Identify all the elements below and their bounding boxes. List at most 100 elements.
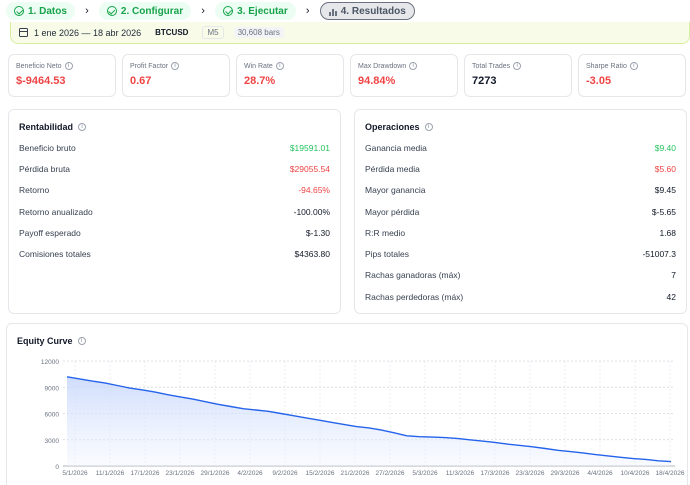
date-range: 1 ene 2026 — 18 abr 2026 — [34, 27, 142, 38]
stat-row: Pérdida media $5.60 — [365, 163, 676, 175]
stat-row: Rachas ganadoras (máx) 7 — [365, 269, 676, 281]
stat-row: Payoff esperado $-1.30 — [19, 227, 330, 239]
metric-label: Max Drawdown — [358, 62, 407, 70]
check-circle-icon — [223, 6, 234, 16]
metric-card-sharpe-ratio: Sharpe Ratio i -3.05 — [578, 54, 686, 97]
stat-label: Ganancia media — [365, 143, 427, 153]
stat-label: Beneficio bruto — [19, 143, 76, 153]
stat-value: 42 — [666, 292, 676, 302]
y-tick-label: 0 — [55, 464, 59, 471]
stat-row: Comisiones totales $4363.80 — [19, 248, 330, 260]
metric-value: 94.84% — [358, 75, 396, 87]
stat-row: Retorno anualizado -100.00% — [19, 206, 330, 218]
x-tick-label: 11/1/2026 — [96, 470, 125, 477]
x-tick-label: 18/4/2026 — [656, 470, 685, 477]
step-ejecutar[interactable]: 3. Ejecutar — [215, 2, 296, 20]
metric-value: 7273 — [472, 75, 497, 87]
panel-title: Operaciones — [365, 122, 420, 132]
info-icon[interactable]: i — [409, 62, 418, 70]
metric-card-max-drawdown: Max Drawdown i 94.84% — [350, 54, 458, 97]
metric-value: 0.67 — [130, 75, 152, 87]
x-tick-label: 4/4/2026 — [587, 470, 613, 477]
x-tick-label: 29/3/2026 — [551, 470, 580, 477]
y-tick-label: 12000 — [41, 359, 59, 366]
stat-label: Mayor pérdida — [365, 207, 420, 217]
x-tick-label: 21/2/2026 — [341, 470, 370, 477]
chevron-right-icon: › — [201, 5, 205, 17]
x-tick-label: 5/3/2026 — [412, 470, 438, 477]
stat-row: Ganancia media $9.40 — [365, 142, 676, 154]
stat-label: Mayor ganancia — [365, 185, 426, 195]
info-icon[interactable]: i — [513, 62, 522, 70]
stat-row: Pips totales -51007.3 — [365, 248, 676, 260]
metric-label: Total Trades — [472, 62, 511, 70]
metric-label: Beneficio Neto — [16, 62, 62, 70]
stat-value: $-5.65 — [651, 207, 676, 217]
metric-value: $-9464.53 — [16, 75, 66, 87]
timeframe-badge: M5 — [202, 26, 224, 39]
chevron-right-icon: › — [305, 5, 310, 17]
step-label: 4. Resultados — [340, 5, 406, 17]
x-tick-label: 11/3/2026 — [446, 470, 475, 477]
equity-line — [66, 376, 672, 463]
step-label: 2. Configurar — [120, 5, 184, 17]
metric-value: 28.7% — [244, 75, 276, 87]
stat-value: 1.68 — [659, 228, 676, 238]
chevron-right-icon: › — [85, 5, 89, 17]
wizard-stepper: 1. Datos › 2. Configurar › 3. Ejecutar ›… — [6, 2, 415, 20]
metric-label: Profit Factor — [130, 62, 169, 70]
info-icon[interactable]: i — [64, 62, 73, 70]
stat-label: R:R medio — [365, 228, 406, 238]
stat-value: $9.45 — [654, 185, 676, 195]
metric-label: Win Rate — [244, 62, 273, 70]
stat-value: $5.60 — [654, 164, 676, 174]
equity-curve-chart: 0 3000 6000 9000 12000 5/1/2026 11/1/2026 17/1/… — [41, 359, 685, 477]
stat-label: Retorno — [19, 185, 50, 195]
step-datos[interactable]: 1. Datos — [6, 2, 75, 20]
backtest-info-banner: 1 ene 2026 — 18 abr 2026 BTCUSD M5 30,60… — [10, 22, 690, 44]
info-icon[interactable]: i — [77, 337, 86, 345]
check-circle-icon — [14, 6, 24, 16]
stat-row: Mayor pérdida $-5.65 — [365, 206, 676, 218]
panel-title: Rentabilidad — [19, 122, 74, 132]
stat-row: Rachas perdedoras (máx) 42 — [365, 291, 676, 303]
rentabilidad-panel: Rentabilidad i Beneficio bruto $19591.01 P… — [8, 109, 341, 314]
step-resultados[interactable]: 4. Resultados — [319, 2, 415, 20]
info-icon[interactable]: i — [78, 123, 87, 131]
stat-value: -100.00% — [293, 207, 330, 217]
stat-label: Rachas ganadoras (máx) — [365, 270, 461, 280]
stat-value: 7 — [671, 270, 676, 280]
x-tick-label: 29/1/2026 — [201, 470, 230, 477]
symbol-badge: BTCUSD — [155, 28, 189, 37]
x-tick-label: 5/1/2026 — [62, 470, 88, 477]
x-tick-label: 17/3/2026 — [481, 470, 510, 477]
stat-row: R:R medio 1.68 — [365, 227, 676, 239]
stat-value: $9.40 — [654, 143, 676, 153]
info-icon[interactable]: i — [275, 62, 284, 70]
info-icon[interactable]: i — [424, 123, 433, 131]
stat-row: Mayor ganancia $9.45 — [365, 184, 676, 196]
stat-value: $-1.30 — [305, 228, 330, 238]
equity-curve-panel: Equity Curve i 0 3000 6000 9000 12000 5/1/2026… — [6, 323, 688, 485]
bar-chart-icon — [328, 7, 337, 16]
step-configurar[interactable]: 2. Configurar — [98, 2, 192, 20]
metric-card-beneficio-neto: Beneficio Neto i $-9464.53 — [8, 54, 116, 97]
operaciones-panel: Operaciones i Ganancia media $9.40 Pérdida… — [354, 109, 687, 314]
stat-label: Comisiones totales — [19, 249, 91, 259]
metric-card-total-trades: Total Trades i 7273 — [464, 54, 572, 97]
metric-value: -3.05 — [586, 75, 612, 87]
step-label: 1. Datos — [28, 5, 67, 17]
stat-label: Retorno anualizado — [19, 207, 93, 217]
x-tick-label: 23/1/2026 — [166, 470, 195, 477]
equity-area — [67, 376, 671, 466]
info-icon[interactable]: i — [629, 62, 638, 70]
check-circle-icon — [106, 6, 117, 16]
stat-label: Payoff esperado — [19, 228, 81, 238]
x-tick-label: 23/3/2026 — [516, 470, 545, 477]
x-tick-label: 27/2/2026 — [376, 470, 405, 477]
info-icon[interactable]: i — [171, 62, 180, 70]
stat-value: -94.65% — [298, 185, 330, 195]
stat-label: Pips totales — [365, 249, 409, 259]
x-tick-label: 17/1/2026 — [131, 470, 160, 477]
